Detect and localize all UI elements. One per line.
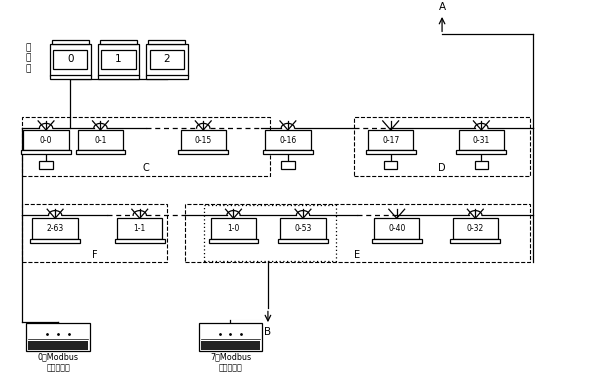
Bar xyxy=(366,150,416,154)
Bar xyxy=(100,40,137,44)
Text: A: A xyxy=(439,2,445,12)
Bar xyxy=(147,44,187,76)
Bar xyxy=(148,40,185,44)
Bar xyxy=(181,130,226,150)
Text: 0-0: 0-0 xyxy=(40,136,52,145)
Bar xyxy=(78,130,123,150)
Bar xyxy=(450,239,501,243)
Bar xyxy=(355,117,530,176)
Bar xyxy=(211,218,256,239)
Text: F: F xyxy=(92,250,97,259)
Bar xyxy=(368,130,413,150)
Bar xyxy=(374,218,419,239)
Bar xyxy=(201,341,261,350)
Bar xyxy=(33,218,78,239)
Bar xyxy=(24,130,68,150)
Text: C: C xyxy=(142,163,149,173)
Text: 1-1: 1-1 xyxy=(134,224,146,233)
Text: 0-15: 0-15 xyxy=(195,136,212,145)
Bar xyxy=(115,239,165,243)
Bar xyxy=(474,161,488,169)
Bar xyxy=(185,204,530,262)
Bar xyxy=(199,323,262,351)
Bar xyxy=(208,239,258,243)
Bar xyxy=(147,75,187,79)
Text: 室
外
机: 室 外 机 xyxy=(25,43,30,73)
Bar xyxy=(265,130,310,150)
Bar xyxy=(28,341,88,350)
Text: 0-31: 0-31 xyxy=(473,136,490,145)
Bar xyxy=(263,150,313,154)
Text: 0-32: 0-32 xyxy=(467,224,484,233)
Bar xyxy=(22,204,167,262)
Text: 0-16: 0-16 xyxy=(279,136,296,145)
Bar xyxy=(27,323,90,351)
Bar xyxy=(53,49,87,69)
Text: B: B xyxy=(264,327,271,337)
Text: D: D xyxy=(438,163,446,173)
Bar xyxy=(456,150,506,154)
Text: 1-0: 1-0 xyxy=(227,224,239,233)
Bar xyxy=(459,130,504,150)
Bar xyxy=(371,239,422,243)
Text: 0-53: 0-53 xyxy=(295,224,311,233)
Bar xyxy=(384,161,398,169)
Text: 0-17: 0-17 xyxy=(382,136,399,145)
Text: 0-40: 0-40 xyxy=(388,224,405,233)
Text: 0-1: 0-1 xyxy=(95,136,107,145)
Bar xyxy=(117,218,162,239)
Bar xyxy=(150,49,184,69)
Text: 0: 0 xyxy=(67,54,73,64)
Bar xyxy=(278,239,328,243)
Text: 7号Modbus
协议转换器: 7号Modbus 协议转换器 xyxy=(210,352,251,372)
Bar xyxy=(98,44,139,76)
Text: 2: 2 xyxy=(164,54,170,64)
Bar xyxy=(101,49,136,69)
Bar xyxy=(30,239,80,243)
Bar xyxy=(281,161,295,169)
Bar xyxy=(453,218,498,239)
Bar xyxy=(98,75,139,79)
Bar xyxy=(39,161,53,169)
Text: 0号Modbus
协议转换器: 0号Modbus 协议转换器 xyxy=(38,352,79,372)
Bar xyxy=(52,40,88,44)
Bar xyxy=(50,44,91,76)
Bar xyxy=(281,218,325,239)
Bar xyxy=(22,117,270,176)
Text: 1: 1 xyxy=(115,54,122,64)
Bar xyxy=(204,205,336,261)
Bar xyxy=(178,150,228,154)
Bar xyxy=(76,150,125,154)
Bar xyxy=(21,150,71,154)
Bar xyxy=(50,75,91,79)
Text: E: E xyxy=(355,250,361,259)
Text: 2-63: 2-63 xyxy=(47,224,64,233)
